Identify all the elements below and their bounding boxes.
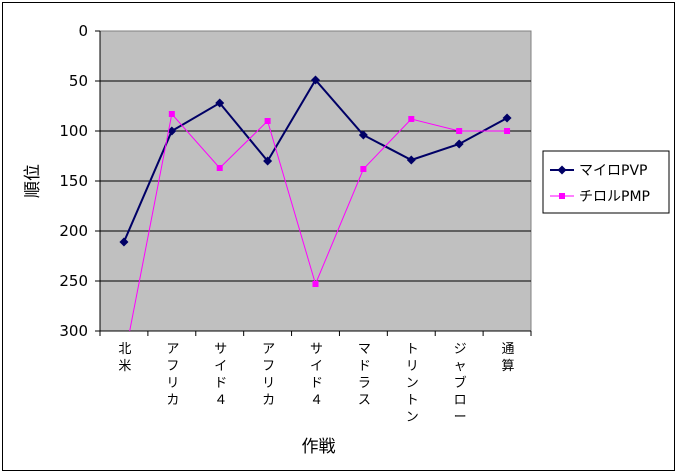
data-point [502,113,512,123]
legend-entry: チロルPMP [550,189,650,205]
legend-box [542,150,670,214]
y-tick-label: 100 [59,122,88,140]
x-category-label: アフリカ [166,342,179,408]
data-point [406,155,416,165]
data-point [311,75,320,85]
data-point [454,139,464,149]
legend-swatch-marker [559,193,565,199]
data-point [264,118,271,124]
legend-swatch-marker [557,165,567,175]
data-point [312,281,319,287]
data-point [216,165,223,171]
y-tick-label: 0 [78,22,88,40]
x-category-label: サイド４ [214,342,227,408]
series-line-offscale [129,113,173,332]
x-category-label: マドラス [358,342,371,408]
data-point [167,126,177,136]
legend-entry: マイロPVP [550,163,647,179]
legend: マイロPVP チロルPMP [542,150,670,214]
y-axis-ticks: 0 50 100 150 200 250 300 [59,22,531,340]
y-tick-label: 200 [59,222,88,240]
data-point [456,128,463,134]
data-point [263,156,273,166]
series-1 [119,75,512,247]
series-layer [119,75,512,332]
data-point [358,130,368,140]
data-point [119,237,129,247]
x-category-label: アフリカ [262,342,275,408]
x-category-label: ジャブロー [454,342,467,425]
y-tick-label: 50 [69,72,88,90]
legend-label: マイロPVP [579,163,647,179]
y-axis-label: 順位 [23,164,43,198]
data-point [168,111,175,117]
x-category-label: 通算 [502,342,515,374]
x-category-label: トリントン [406,342,419,425]
x-axis-categories: 北米 アフリカ サイド４ アフリカ サイド４ マドラス トリントン ジャブロー 通算 [99,331,532,425]
data-point [504,128,511,134]
legend-label: チロルPMP [579,189,650,205]
series-2 [129,111,511,332]
data-point [408,116,415,122]
x-category-label: 北米 [118,342,131,374]
y-tick-label: 300 [59,322,88,340]
x-category-label: サイド４ [310,342,323,408]
y-tick-label: 150 [59,172,88,190]
data-point [360,166,367,172]
y-tick-label: 250 [59,272,88,290]
legend-items: マイロPVP チロルPMP [550,163,650,205]
data-point [215,98,225,108]
x-axis-label: 作戦 [302,437,336,457]
series-line [171,113,508,286]
